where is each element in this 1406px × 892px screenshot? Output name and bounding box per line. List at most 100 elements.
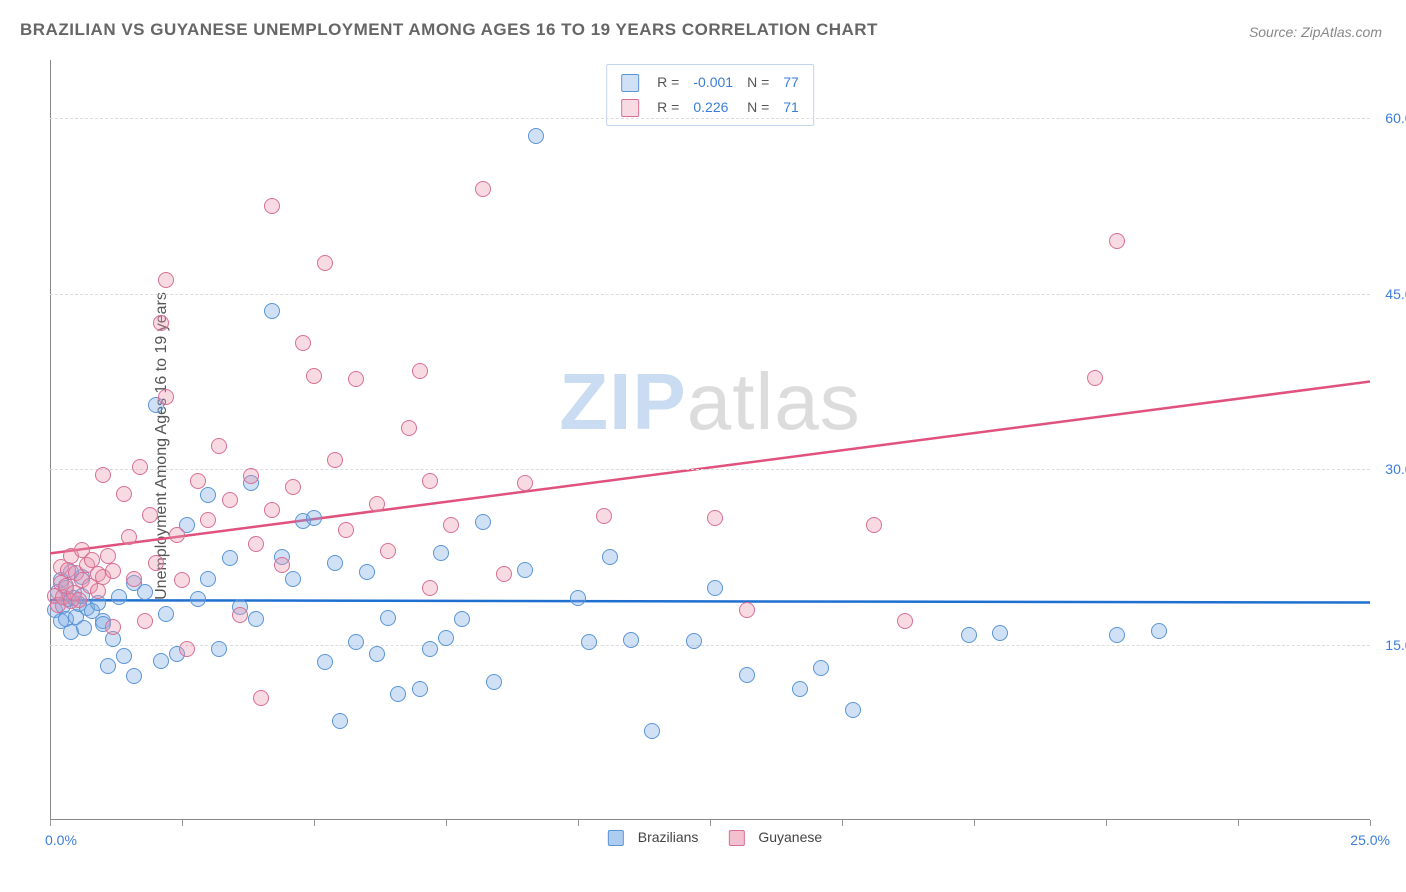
brazilians-point	[222, 550, 238, 566]
guyanese-point	[174, 572, 190, 588]
brazilians-point	[100, 658, 116, 674]
guyanese-point	[264, 502, 280, 518]
x-tick	[710, 820, 711, 826]
x-tick	[314, 820, 315, 826]
brazilians-point	[126, 668, 142, 684]
trend-lines	[50, 60, 1370, 820]
brazilians-point	[686, 633, 702, 649]
guyanese-point	[412, 363, 428, 379]
x-tick	[1370, 820, 1371, 826]
guyanese-point	[243, 468, 259, 484]
brazilians-point	[739, 667, 755, 683]
guyanese-point	[264, 198, 280, 214]
brazilians-point	[845, 702, 861, 718]
brazilians-point	[1151, 623, 1167, 639]
legend-item: Brazilians	[598, 829, 699, 845]
guyanese-point	[707, 510, 723, 526]
brazilians-point	[116, 648, 132, 664]
guyanese-point	[274, 557, 290, 573]
watermark-atlas: atlas	[687, 357, 861, 446]
guyanese-point	[422, 473, 438, 489]
guyanese-point	[71, 592, 87, 608]
source-attribution: Source: ZipAtlas.com	[1249, 24, 1382, 40]
guyanese-point	[897, 613, 913, 629]
guyanese-point	[369, 496, 385, 512]
brazilians-point	[306, 510, 322, 526]
brazilians-point	[412, 681, 428, 697]
gridline	[50, 294, 1370, 295]
guyanese-point	[380, 543, 396, 559]
guyanese-point	[285, 479, 301, 495]
guyanese-point	[153, 315, 169, 331]
x-tick	[182, 820, 183, 826]
brazilians-point	[602, 549, 618, 565]
brazilians-point	[454, 611, 470, 627]
guyanese-point	[1087, 370, 1103, 386]
guyanese-point	[327, 452, 343, 468]
brazilians-point	[517, 562, 533, 578]
correlation-legend: R =-0.001N =77R =0.226N =71	[606, 64, 814, 126]
brazilians-point	[581, 634, 597, 650]
series-legend: Brazilians Guyanese	[588, 829, 832, 846]
guyanese-point	[137, 613, 153, 629]
brazilians-point	[438, 630, 454, 646]
brazilians-point	[332, 713, 348, 729]
brazilians-point	[792, 681, 808, 697]
guyanese-point	[338, 522, 354, 538]
guyanese-point	[248, 536, 264, 552]
legend-row-brazilians: R =-0.001N =77	[615, 71, 805, 94]
y-tick-label: 60.0%	[1385, 110, 1406, 126]
y-axis-line	[50, 60, 51, 820]
brazilians-point	[264, 303, 280, 319]
guyanese-point	[126, 571, 142, 587]
guyanese-point	[475, 181, 491, 197]
brazilians-point	[327, 555, 343, 571]
guyanese-point	[121, 529, 137, 545]
brazilians-point	[380, 610, 396, 626]
watermark-zip: ZIP	[559, 357, 686, 446]
brazilians-point	[317, 654, 333, 670]
guyanese-point	[190, 473, 206, 489]
brazilians-point	[111, 589, 127, 605]
brazilians-point	[528, 128, 544, 144]
brazilians-point	[644, 723, 660, 739]
brazilians-point	[153, 653, 169, 669]
guyanese-point	[496, 566, 512, 582]
guyanese-point	[306, 368, 322, 384]
brazilians-point	[158, 606, 174, 622]
x-tick	[1238, 820, 1239, 826]
guyanese-point	[348, 371, 364, 387]
x-axis-min-label: 0.0%	[45, 832, 77, 848]
guyanese-point	[169, 527, 185, 543]
x-tick	[842, 820, 843, 826]
brazilians-point	[433, 545, 449, 561]
guyanese-point	[100, 548, 116, 564]
guyanese-point	[142, 507, 158, 523]
chart-title: BRAZILIAN VS GUYANESE UNEMPLOYMENT AMONG…	[20, 20, 878, 40]
brazilians-point	[486, 674, 502, 690]
guyanese-point	[596, 508, 612, 524]
guyanese-point	[1109, 233, 1125, 249]
brazilians-point	[1109, 627, 1125, 643]
brazilians-point	[76, 620, 92, 636]
brazilians-trendline	[50, 600, 1370, 602]
guyanese-point	[158, 272, 174, 288]
watermark: ZIPatlas	[559, 356, 860, 448]
guyanese-point	[116, 486, 132, 502]
guyanese-point	[422, 580, 438, 596]
y-tick-label: 15.0%	[1385, 637, 1406, 653]
brazilians-point	[285, 571, 301, 587]
guyanese-point	[90, 583, 106, 599]
brazilians-point	[137, 584, 153, 600]
guyanese-point	[200, 512, 216, 528]
guyanese-point	[158, 389, 174, 405]
brazilians-point	[359, 564, 375, 580]
guyanese-point	[95, 467, 111, 483]
y-tick-label: 30.0%	[1385, 461, 1406, 477]
brazilians-point	[707, 580, 723, 596]
brazilians-point	[475, 514, 491, 530]
brazilians-point	[348, 634, 364, 650]
guyanese-point	[317, 255, 333, 271]
brazilians-point	[813, 660, 829, 676]
legend-item: Guyanese	[718, 829, 822, 845]
